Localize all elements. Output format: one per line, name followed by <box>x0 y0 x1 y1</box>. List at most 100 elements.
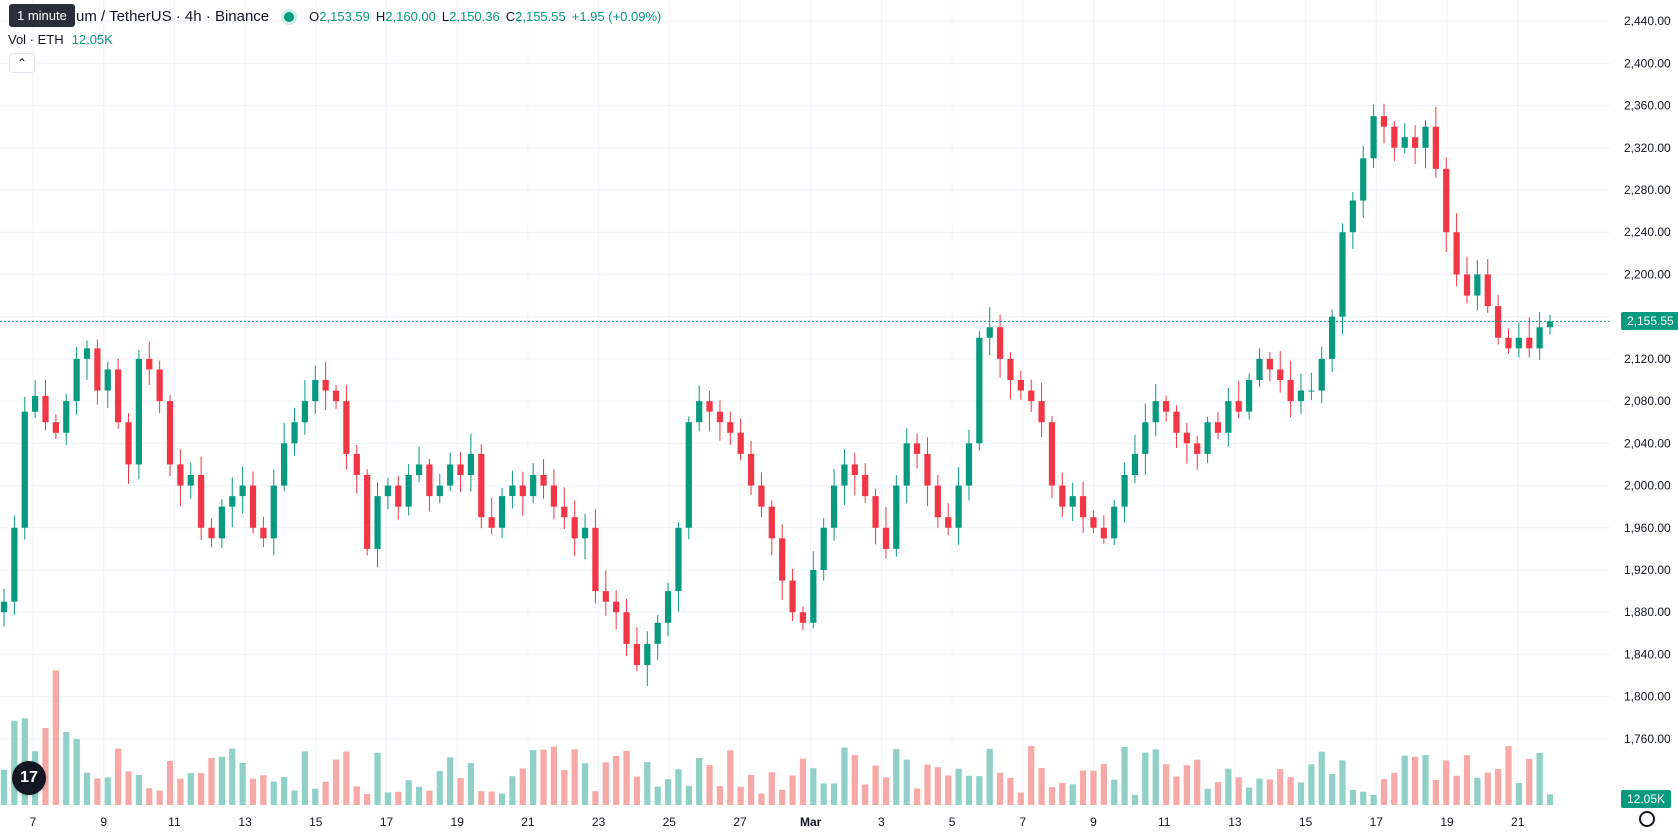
candle-body <box>1401 137 1408 148</box>
volume-bar <box>343 751 350 805</box>
open-value: 2,153.59 <box>319 9 370 24</box>
volume-bar <box>1069 784 1076 805</box>
volume-bar <box>851 754 858 805</box>
candle-body <box>706 401 713 412</box>
volume-bar <box>1204 788 1211 805</box>
y-tick-label: 1,760.00 <box>1624 732 1671 746</box>
volume-bar <box>519 768 526 805</box>
x-tick-label: 21 <box>521 815 535 829</box>
candle-body <box>945 517 952 528</box>
candle-body <box>104 369 111 391</box>
x-tick-label: 25 <box>663 815 677 829</box>
candle-body <box>561 506 568 518</box>
candle-body <box>913 443 921 454</box>
volume-legend[interactable]: Vol · ETH 12.05K <box>8 32 113 47</box>
volume-bar <box>198 773 205 805</box>
x-tick-label: 13 <box>1228 815 1242 829</box>
candle-body <box>623 612 630 644</box>
candle-body <box>1277 369 1284 380</box>
open-label: O <box>309 9 320 24</box>
x-tick-label: 7 <box>1019 815 1026 829</box>
candle-body <box>934 485 941 518</box>
candle-body <box>115 369 122 423</box>
high-label: H <box>375 9 386 24</box>
price-axis[interactable]: 2,440.00 2,400.00 2,360.00 2,320.00 2,280.00… <box>1624 14 1671 746</box>
symbol-legend[interactable]: um / TetherUS · 4h · Binance O2,153.59 H… <box>76 8 661 25</box>
symbol-title[interactable]: um / TetherUS · 4h · Binance <box>76 8 270 25</box>
time-axis[interactable]: 7 9 11 13 15 17 19 21 23 25 27 Mar 3 5 7 9 11 13 15 17 19 21 <box>30 815 1525 829</box>
volume-bar <box>229 748 236 805</box>
candle-body <box>218 506 226 539</box>
candle-body <box>436 485 443 497</box>
candle-body <box>747 453 755 486</box>
candle-body <box>405 475 412 507</box>
y-tick-label: 1,840.00 <box>1624 647 1671 661</box>
volume-bar <box>540 749 547 805</box>
candle-body <box>1173 411 1180 433</box>
candle-body <box>1505 337 1512 349</box>
volume-bar <box>945 775 952 805</box>
volume-bar <box>1422 755 1429 805</box>
candle-body <box>1297 390 1305 402</box>
candle-body <box>1453 232 1460 275</box>
volume-bar <box>208 757 215 805</box>
volume-bar <box>322 781 329 805</box>
low-value: 2,150.36 <box>449 9 500 24</box>
candle-body <box>509 485 516 497</box>
volume-bar <box>965 775 973 805</box>
volume-bar <box>260 775 267 805</box>
volume-bar <box>1349 789 1356 805</box>
volume-bar <box>664 779 672 805</box>
collapse-legend-button[interactable]: ⌃ <box>9 53 35 73</box>
volume-bar <box>218 756 226 805</box>
candle-body <box>768 506 775 539</box>
volume-bar <box>716 786 724 805</box>
x-tick-label: 9 <box>100 815 107 829</box>
candle-body <box>1370 116 1377 159</box>
volume-bar <box>1028 746 1035 805</box>
candle-body <box>187 475 194 486</box>
settings-gear-icon[interactable] <box>1639 811 1655 827</box>
volume-bar <box>1121 746 1128 805</box>
candle-body <box>1266 358 1273 370</box>
volume-bar <box>1162 764 1170 805</box>
x-tick-label: 11 <box>168 815 181 829</box>
candle-body <box>644 643 651 665</box>
candle-body <box>1059 485 1066 507</box>
candle-body <box>664 591 672 623</box>
volume-bar <box>1360 791 1367 805</box>
candle-body <box>1339 232 1346 317</box>
tradingview-logo-icon[interactable]: 17 <box>12 761 46 795</box>
candle-body <box>924 453 931 486</box>
candle-body <box>1391 126 1398 148</box>
candle-body <box>177 464 184 486</box>
volume-bar <box>779 789 786 805</box>
volume-bar <box>623 750 630 805</box>
candle-body <box>343 401 350 454</box>
candle-body <box>1308 390 1315 392</box>
candle-body <box>1463 274 1471 296</box>
candle-body <box>675 527 682 592</box>
volume-bar <box>332 759 340 805</box>
low-label: L <box>441 9 450 24</box>
candle-body <box>1495 306 1502 338</box>
candle-body <box>633 643 641 665</box>
candle-body <box>301 401 309 423</box>
volume-bar <box>996 772 1004 805</box>
candle-body <box>447 464 454 486</box>
candle-body <box>1214 422 1222 433</box>
volume-bar <box>1453 775 1460 805</box>
close-label: C <box>505 9 516 24</box>
volume-bar <box>872 765 879 805</box>
volume-bar <box>1526 758 1533 805</box>
candle-body <box>571 517 578 539</box>
volume-bar <box>405 780 412 805</box>
volume-bar <box>768 772 775 805</box>
candle-body <box>1256 358 1263 380</box>
candle-body <box>498 496 506 528</box>
close-value: 2,155.55 <box>515 9 566 24</box>
volume-bar <box>301 751 309 805</box>
candle-body <box>903 443 910 486</box>
